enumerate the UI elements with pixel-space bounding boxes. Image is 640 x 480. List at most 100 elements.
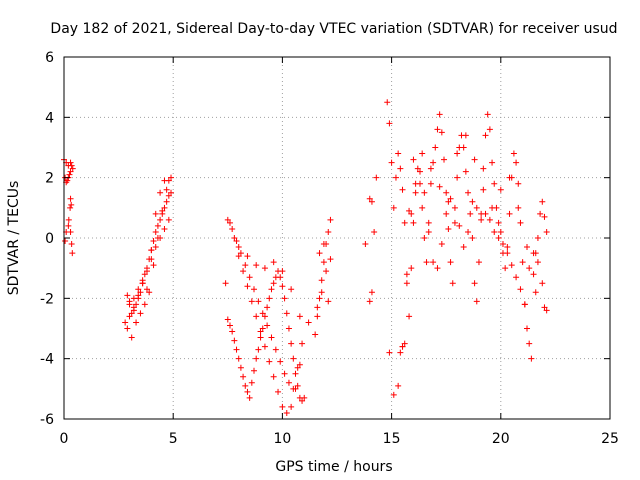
data-point	[231, 235, 238, 241]
data-point	[268, 286, 275, 293]
data-point	[460, 144, 467, 151]
data-point	[421, 235, 428, 241]
data-point	[524, 325, 531, 332]
data-point	[318, 289, 325, 296]
data-point	[253, 313, 260, 320]
data-point	[67, 168, 74, 175]
data-point	[65, 222, 72, 229]
data-point	[128, 334, 135, 341]
y-tick-label: -2	[40, 291, 54, 307]
data-point	[460, 244, 467, 251]
data-point	[143, 286, 150, 293]
data-point	[299, 340, 306, 347]
data-point	[226, 219, 233, 226]
data-point	[528, 355, 535, 362]
data-point	[397, 349, 404, 356]
data-point	[248, 298, 255, 305]
data-point	[323, 268, 330, 275]
data-point	[534, 259, 541, 266]
data-point	[261, 343, 268, 350]
data-point	[133, 301, 140, 308]
data-point	[244, 388, 251, 395]
data-point	[462, 168, 469, 175]
data-point	[386, 349, 393, 356]
data-point	[320, 241, 327, 248]
data-point	[163, 186, 170, 193]
data-point	[222, 280, 229, 287]
data-point	[432, 144, 439, 151]
data-point	[327, 256, 334, 263]
data-point	[390, 391, 397, 398]
data-point	[137, 310, 144, 317]
data-point	[288, 286, 295, 293]
data-point	[68, 201, 75, 208]
data-point	[495, 219, 502, 226]
data-point	[235, 355, 242, 362]
data-point	[530, 271, 537, 278]
data-point	[513, 159, 520, 166]
data-point	[157, 216, 164, 223]
data-point	[515, 204, 522, 211]
data-point	[371, 228, 378, 235]
data-point	[482, 210, 489, 217]
data-point	[130, 295, 137, 302]
data-point	[161, 204, 168, 211]
data-point	[264, 322, 271, 329]
data-point	[327, 216, 334, 223]
data-point	[543, 307, 550, 314]
y-axis-label: SDTVAR / TECUs	[6, 181, 22, 296]
data-point	[122, 319, 129, 326]
data-point	[246, 394, 253, 401]
y-tick-label: 4	[45, 110, 54, 126]
data-point	[157, 189, 164, 196]
data-point	[68, 162, 75, 169]
data-point	[285, 325, 292, 332]
data-point	[253, 262, 260, 269]
data-point	[410, 156, 417, 163]
data-point	[419, 204, 426, 211]
data-point	[445, 225, 452, 232]
data-point	[290, 355, 297, 362]
data-point	[434, 126, 441, 133]
data-point	[235, 244, 242, 251]
data-point	[242, 262, 249, 269]
data-point	[508, 262, 515, 269]
data-point	[504, 244, 511, 251]
data-point	[240, 268, 247, 275]
x-tick-label: 20	[492, 431, 510, 447]
data-point	[526, 265, 533, 272]
data-point	[124, 292, 131, 299]
data-point	[473, 298, 480, 305]
data-point	[423, 259, 430, 266]
data-point	[366, 298, 373, 305]
data-point	[141, 271, 148, 278]
data-point	[506, 174, 513, 181]
data-point	[408, 265, 415, 272]
data-point	[168, 189, 175, 196]
data-points	[61, 99, 550, 416]
data-point	[510, 150, 517, 157]
data-point	[314, 313, 321, 320]
data-point	[126, 298, 133, 305]
data-point	[275, 388, 282, 395]
data-point	[399, 343, 406, 350]
data-point	[279, 268, 286, 275]
data-point	[146, 289, 153, 296]
data-point	[436, 111, 443, 118]
data-point	[526, 340, 533, 347]
data-point	[163, 198, 170, 205]
data-point	[168, 174, 175, 181]
data-point	[480, 186, 487, 193]
data-point	[543, 228, 550, 235]
data-point	[301, 394, 308, 401]
data-point	[244, 283, 251, 290]
data-point	[251, 367, 258, 374]
data-point	[395, 150, 402, 157]
data-point	[454, 150, 461, 157]
data-point	[253, 355, 260, 362]
data-point	[277, 358, 284, 365]
data-point	[521, 301, 528, 308]
data-point	[373, 174, 380, 181]
data-point	[128, 310, 135, 317]
